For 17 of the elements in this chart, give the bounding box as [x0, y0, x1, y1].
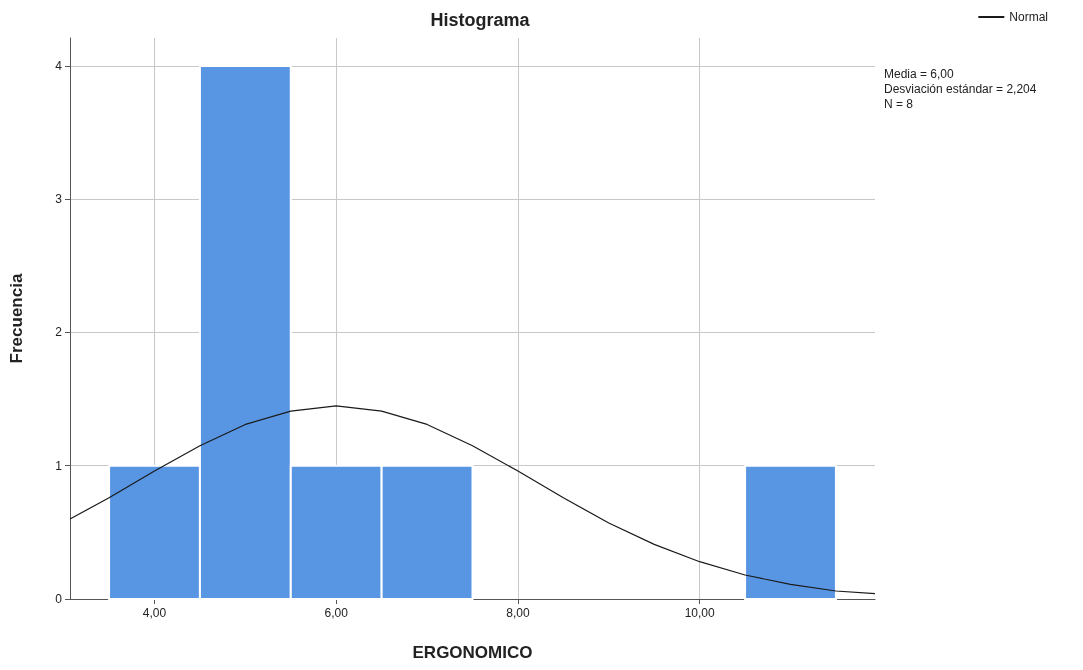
- y-axis-title: Frecuencia: [7, 273, 26, 364]
- text: Media = 6,00: [884, 67, 955, 81]
- y-tick-label: 0: [55, 592, 63, 606]
- text: Desviación estándar = 2,204: [884, 82, 1037, 96]
- y-tick-label: 3: [55, 192, 63, 207]
- x-tick-label: 6,00: [324, 606, 349, 620]
- y-tick-label: 1: [55, 458, 63, 473]
- y-tick-label: 2: [55, 325, 63, 340]
- x-tick-label: 10,00: [684, 606, 715, 620]
- legend-label: Normal: [1009, 10, 1048, 24]
- chart-title: Histograma: [430, 10, 531, 30]
- x-tick-label: 4,00: [142, 606, 167, 620]
- y-tick-label: 4: [55, 58, 63, 73]
- x-tick-label: 8,00: [506, 606, 530, 620]
- x-axis-title: ERGONOMICO: [412, 643, 533, 662]
- line-series: [69, 405, 876, 595]
- text: N = 8: [884, 97, 914, 111]
